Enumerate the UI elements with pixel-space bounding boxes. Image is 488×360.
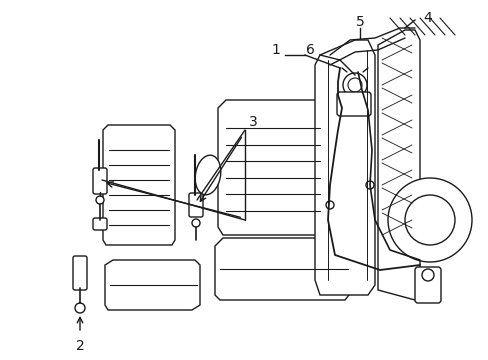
Text: 4: 4 xyxy=(423,11,431,25)
Text: 6: 6 xyxy=(305,43,314,57)
FancyBboxPatch shape xyxy=(189,193,203,217)
Circle shape xyxy=(192,219,200,227)
Circle shape xyxy=(421,269,433,281)
Circle shape xyxy=(75,303,85,313)
FancyBboxPatch shape xyxy=(93,218,107,230)
FancyBboxPatch shape xyxy=(73,256,87,290)
Circle shape xyxy=(342,73,366,97)
FancyBboxPatch shape xyxy=(336,92,370,116)
Circle shape xyxy=(325,201,333,209)
Polygon shape xyxy=(105,260,200,310)
Circle shape xyxy=(365,181,373,189)
Polygon shape xyxy=(103,125,175,245)
Text: 3: 3 xyxy=(248,115,257,129)
Text: 2: 2 xyxy=(76,339,84,353)
Text: 1: 1 xyxy=(270,43,280,57)
Polygon shape xyxy=(377,30,419,300)
Text: 5: 5 xyxy=(355,15,364,29)
Circle shape xyxy=(404,195,454,245)
Polygon shape xyxy=(218,100,325,235)
Circle shape xyxy=(96,196,104,204)
Circle shape xyxy=(347,78,361,92)
Polygon shape xyxy=(215,238,352,300)
Ellipse shape xyxy=(195,155,221,195)
Polygon shape xyxy=(314,40,374,295)
Circle shape xyxy=(387,178,471,262)
FancyBboxPatch shape xyxy=(93,168,107,194)
FancyBboxPatch shape xyxy=(414,267,440,303)
